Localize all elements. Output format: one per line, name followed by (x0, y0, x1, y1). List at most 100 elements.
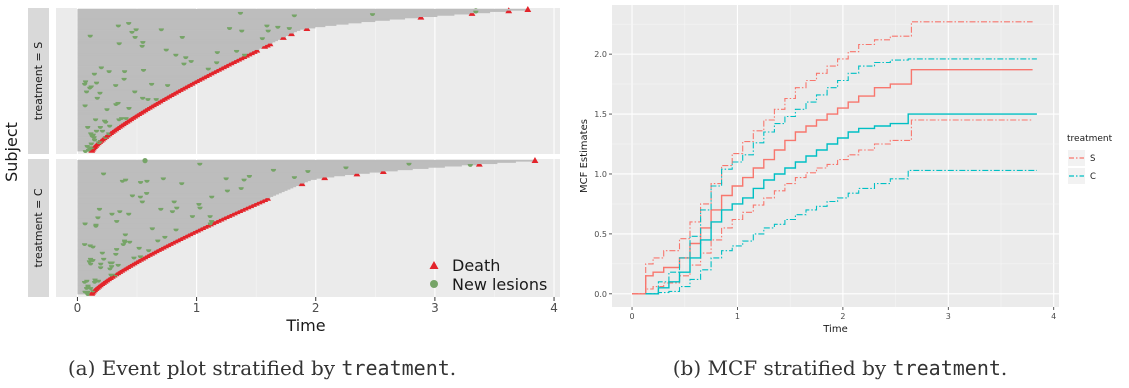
subject-followup-bar (77, 95, 169, 97)
subject-followup-bar (77, 218, 222, 221)
subject-followup-bar (77, 43, 271, 45)
subject-followup-bar (77, 262, 135, 264)
subject-followup-bar (77, 114, 137, 116)
subject-followup-bar (77, 167, 429, 169)
subject-followup-bar (77, 86, 185, 89)
subject-followup-bar (77, 186, 294, 189)
subject-followup-bar (77, 174, 346, 177)
subject-followup-bar (77, 12, 472, 15)
subject-followup-bar (77, 105, 152, 108)
subject-followup-bar (77, 261, 137, 263)
subject-followup-bar (77, 112, 139, 115)
y-tick-label: 0.0 (594, 290, 607, 299)
subject-followup-bar (77, 275, 113, 278)
subject-followup-bar (77, 253, 150, 256)
subject-followup-bar (77, 272, 118, 274)
subject-followup-bar (77, 191, 282, 194)
subject-followup-bar (77, 209, 240, 212)
subject-followup-bar (77, 74, 207, 77)
subject-followup-bar (77, 111, 141, 114)
subject-followup-bar (77, 217, 224, 219)
subject-followup-bar (77, 17, 406, 20)
subject-followup-bar (77, 239, 178, 241)
subject-followup-bar (77, 9, 528, 11)
subject-followup-bar (77, 39, 278, 42)
subject-followup-bar (77, 231, 193, 234)
subject-followup-bar (77, 90, 179, 92)
subject-followup-bar (77, 34, 289, 37)
subject-followup-bar (77, 270, 120, 273)
mcf-lower-band-S (632, 119, 1033, 295)
subject-followup-bar (77, 118, 131, 120)
subject-followup-bar (77, 213, 232, 216)
subject-followup-bar (77, 216, 227, 218)
subject-followup-bar (77, 59, 237, 62)
subject-followup-bar (77, 45, 265, 48)
subject-followup-bar (77, 58, 239, 61)
legend-death-label: Death (452, 256, 500, 275)
subject-followup-bar (77, 197, 268, 200)
facet-strip (28, 159, 49, 297)
subject-followup-bar (77, 110, 144, 113)
subject-followup-bar (77, 128, 116, 130)
subject-followup-bar (77, 237, 181, 240)
subject-followup-bar (77, 83, 190, 86)
subject-followup-bar (77, 175, 335, 178)
x-axis-title: Time (285, 316, 325, 335)
subject-followup-bar (77, 143, 97, 146)
subject-followup-bar (77, 100, 161, 102)
subject-followup-bar (77, 16, 421, 19)
subject-followup-bar (77, 245, 166, 247)
subject-followup-bar (77, 172, 370, 174)
mcf-line-C (645, 113, 1037, 295)
subject-followup-bar (77, 148, 93, 151)
subject-followup-bar (77, 162, 498, 165)
subject-followup-bar (77, 164, 462, 167)
subject-followup-bar (77, 163, 480, 166)
subject-followup-bar (77, 177, 325, 179)
subject-followup-bar (77, 179, 311, 182)
subject-followup-bar (77, 256, 146, 258)
subject-followup-bar (77, 19, 390, 21)
subject-followup-bar (77, 178, 317, 180)
subject-followup-bar (77, 203, 254, 206)
facet-strip (28, 8, 49, 154)
x-tick-label: 0 (74, 301, 82, 315)
mcf-lower-band-C (645, 169, 1037, 295)
y-axis-title: MCF Estimates (579, 119, 590, 193)
subject-followup-bar (77, 189, 288, 191)
subject-followup-bar (77, 80, 197, 82)
x-tick-label: 2 (840, 312, 845, 321)
subject-followup-bar (77, 60, 234, 63)
subject-followup-bar (77, 15, 438, 18)
subject-followup-bar (77, 87, 183, 90)
subject-followup-bar (77, 269, 122, 272)
subject-followup-bar (77, 57, 242, 59)
subject-followup-bar (77, 251, 155, 253)
legend-label-C: C (1090, 172, 1096, 182)
subject-followup-bar (77, 173, 357, 176)
event-plot-panel: treatment = S treatment = C 0 1 2 3 4 Time Subje… (2, 6, 560, 335)
subject-followup-bar (77, 77, 202, 80)
subject-followup-bar (77, 198, 265, 201)
mcf-upper-band-C (645, 58, 1037, 295)
subject-followup-bar (77, 124, 122, 127)
subject-followup-bar (77, 223, 211, 225)
subject-followup-bar (77, 200, 262, 202)
subject-followup-bar (77, 195, 274, 197)
subject-followup-bar (77, 116, 133, 119)
subject-followup-bar (77, 281, 104, 284)
legend-death-key (429, 261, 439, 269)
subject-followup-bar (77, 33, 292, 35)
subject-followup-bar (77, 14, 455, 16)
x-tick-label: 4 (1051, 312, 1056, 321)
subject-followup-bar (77, 190, 285, 193)
subject-followup-bar (77, 62, 232, 64)
caption-a: (a) Event plot stratified by treatment. (68, 356, 456, 380)
subject-followup-bar (77, 227, 203, 229)
subject-followup-bar (77, 206, 249, 208)
subject-followup-bar (77, 138, 103, 140)
subject-followup-bar (77, 88, 181, 91)
subject-followup-bar (77, 82, 192, 85)
subject-followup-bar (77, 258, 141, 261)
